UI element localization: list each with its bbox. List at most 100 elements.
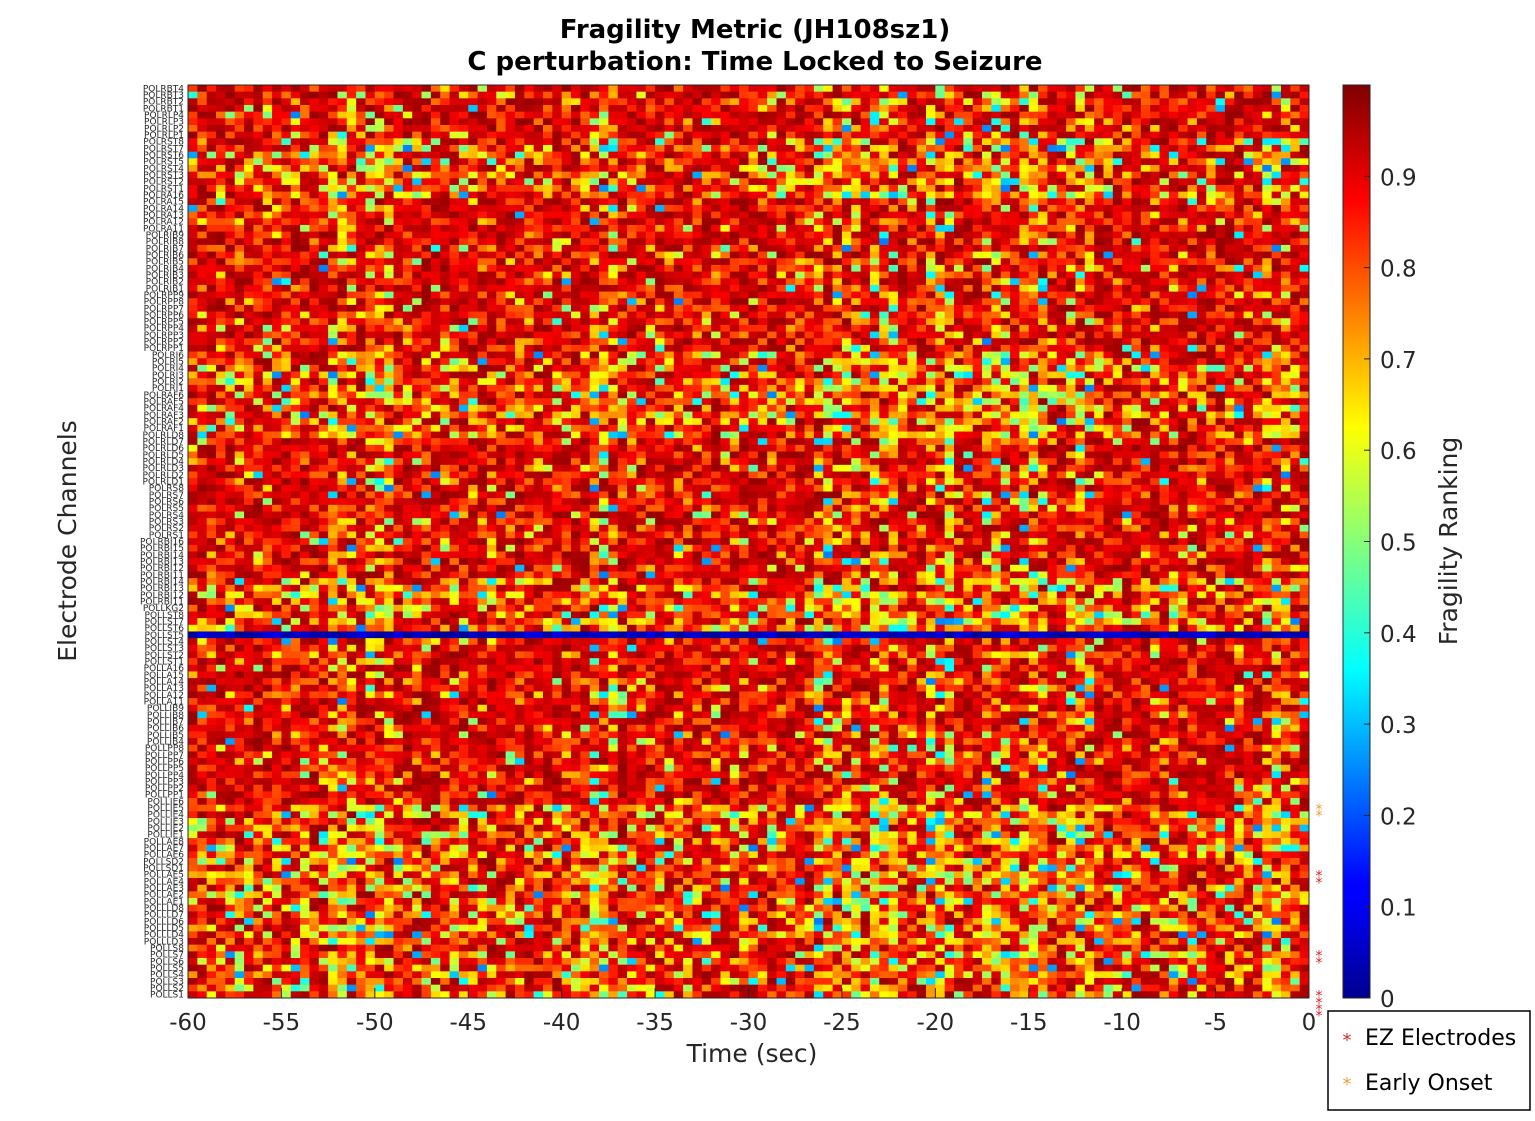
heatmap-cell [832, 91, 843, 99]
heatmap-cell [1178, 258, 1188, 266]
heatmap-cell [739, 298, 749, 306]
heatmap-cell [580, 158, 591, 166]
heatmap-cell [571, 85, 581, 93]
heatmap-cell [393, 224, 404, 233]
heatmap-cell [234, 311, 245, 319]
heatmap-cell [785, 118, 796, 126]
heatmap-cell [524, 144, 535, 153]
heatmap-cell [954, 111, 964, 119]
heatmap-cell [739, 178, 749, 186]
heatmap-cell [739, 218, 749, 226]
heatmap-cell [309, 164, 320, 173]
heatmap-cell [402, 351, 413, 359]
heatmap-cell [916, 124, 927, 133]
heatmap-cell [1066, 291, 1076, 299]
heatmap-cell [365, 164, 376, 173]
heatmap-cell [1122, 91, 1132, 99]
heatmap-cell [1028, 85, 1039, 93]
heatmap-cell [1150, 304, 1160, 312]
heatmap-cell [776, 111, 787, 119]
heatmap-cell [300, 284, 310, 292]
heatmap-cell [1280, 284, 1291, 292]
heatmap-cell [1224, 251, 1235, 259]
heatmap-cell [1000, 311, 1011, 319]
heatmap-cell [468, 138, 478, 146]
heatmap-cell [888, 138, 899, 146]
heatmap-cell [1103, 144, 1114, 153]
heatmap-cell [402, 324, 413, 332]
heatmap-cell [290, 191, 301, 199]
heatmap-cell [309, 218, 320, 226]
heatmap-cell [1122, 224, 1132, 233]
heatmap-cell [1187, 211, 1198, 219]
heatmap-cell [440, 298, 450, 306]
heatmap-cell [365, 338, 376, 346]
heatmap-cell [197, 231, 208, 239]
heatmap-cell [402, 311, 413, 319]
heatmap-cell [1084, 204, 1095, 213]
heatmap-cell [356, 291, 366, 299]
heatmap-cell [318, 158, 329, 166]
heatmap-cell [748, 91, 759, 99]
heatmap-cell [1196, 85, 1207, 93]
heatmap-cell [1066, 338, 1076, 346]
heatmap-cell [982, 124, 992, 133]
heatmap-cell [458, 291, 469, 299]
heatmap-cell [309, 284, 320, 292]
heatmap-cell [860, 144, 871, 153]
heatmap-cell [954, 171, 964, 179]
heatmap-cell [328, 198, 338, 206]
heatmap-cell [449, 318, 460, 326]
heatmap-cell [346, 251, 357, 259]
heatmap-cell [552, 264, 563, 272]
heatmap-cell [1234, 204, 1245, 213]
heatmap-cell [421, 238, 432, 246]
heatmap-cell [393, 111, 404, 119]
heatmap-cell [318, 198, 329, 206]
heatmap-cell [458, 104, 469, 113]
heatmap-cell [1112, 138, 1123, 146]
heatmap-cell [739, 158, 749, 166]
heatmap-cell [505, 351, 516, 359]
heatmap-cell [869, 144, 880, 153]
heatmap-cell [477, 271, 488, 279]
heatmap-cell [1047, 151, 1058, 159]
heatmap-cell [869, 184, 880, 193]
heatmap-cell [262, 111, 273, 119]
heatmap-cell [1271, 304, 1282, 312]
heatmap-cell [701, 198, 712, 206]
heatmap-cell [785, 344, 796, 352]
heatmap-cell [524, 211, 535, 219]
heatmap-cell [393, 264, 404, 272]
heatmap-cell [776, 258, 787, 266]
heatmap-cell [1187, 258, 1198, 266]
heatmap-cell [1196, 124, 1207, 133]
heatmap-cell [225, 144, 236, 153]
heatmap-cell [683, 111, 693, 119]
heatmap-cell [468, 238, 478, 246]
heatmap-cell [356, 278, 366, 286]
heatmap-cell [692, 278, 703, 286]
heatmap-cell [795, 338, 805, 346]
heatmap-cell [711, 284, 721, 292]
heatmap-cell [776, 178, 787, 186]
heatmap-cell [309, 184, 320, 193]
heatmap-cell [346, 204, 357, 213]
heatmap-cell [1299, 311, 1310, 319]
heatmap-cell [1000, 251, 1011, 259]
heatmap-cell [253, 224, 264, 233]
heatmap-cell [1056, 298, 1067, 306]
heatmap-cell [1103, 85, 1114, 93]
heatmap-cell [897, 351, 908, 359]
heatmap-cell [1150, 144, 1160, 153]
heatmap-cell [673, 164, 684, 173]
heatmap-cell [1252, 298, 1263, 306]
heatmap-cell [225, 184, 236, 193]
heatmap-cell [1000, 211, 1011, 219]
heatmap-cell [823, 184, 833, 193]
heatmap-cell [589, 284, 600, 292]
heatmap-cell [1234, 104, 1245, 113]
heatmap-cell [972, 124, 983, 133]
heatmap-cell [580, 238, 591, 246]
heatmap-cell [1038, 111, 1048, 119]
